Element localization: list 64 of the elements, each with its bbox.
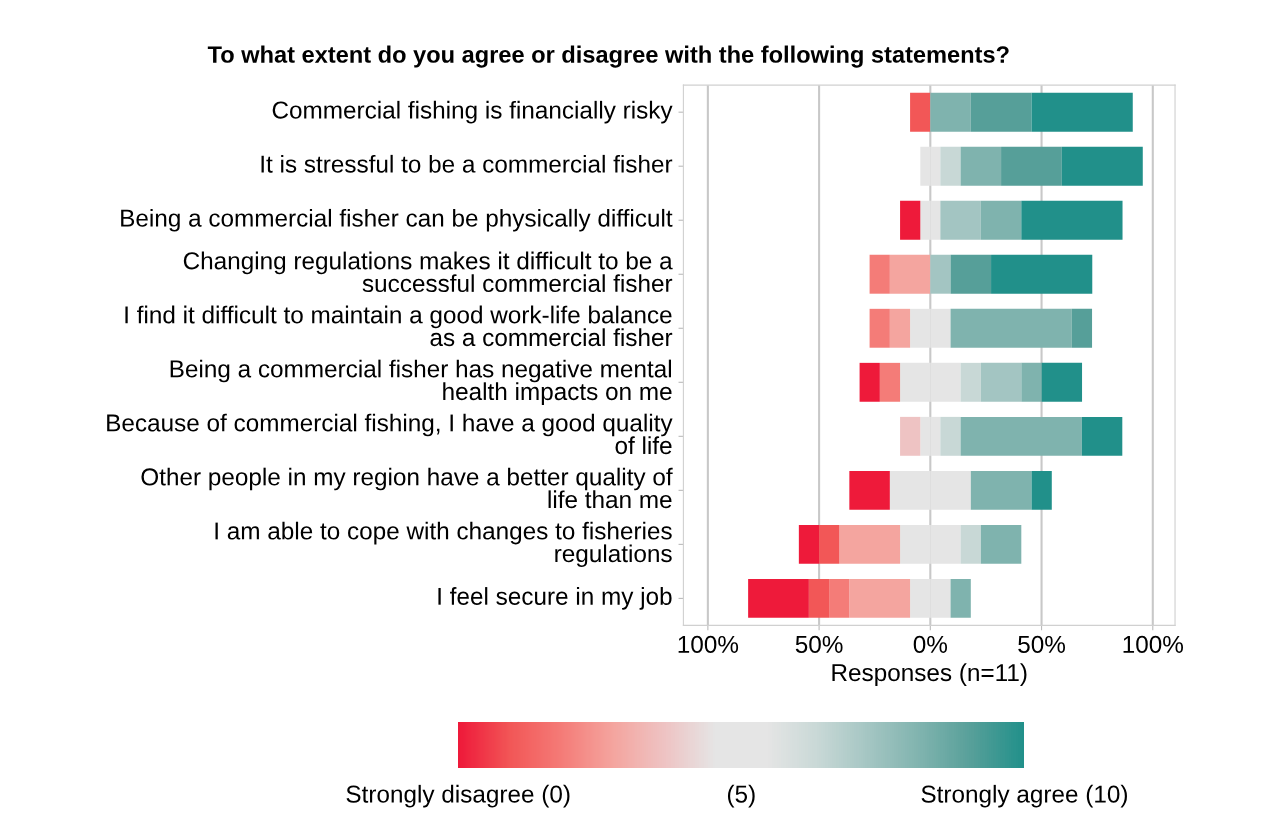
bar (748, 578, 809, 618)
bar (1041, 362, 1083, 402)
bar (970, 92, 1032, 132)
color-bar-label: (5) (727, 784, 755, 808)
x-tick-label: 100% (678, 635, 739, 653)
x-axis-title: Responses (n=11) (832, 663, 1027, 687)
bar (869, 308, 890, 348)
bar (1061, 146, 1143, 186)
x-tick-label: 50% (795, 635, 843, 653)
x-tick-label: 0% (913, 635, 948, 653)
bar (879, 362, 901, 402)
bar (970, 470, 1032, 510)
bar (940, 416, 961, 456)
x-tick-label: 50% (1018, 635, 1066, 653)
bar (808, 578, 830, 618)
bar (889, 308, 911, 348)
y-tick-label: I feel secure in my job (438, 587, 672, 610)
y-tick-label: Because of commercial fishing, I have a good quality of life (107, 413, 673, 455)
bar (889, 254, 931, 294)
color-bar-label: Strongly agree (10) (921, 784, 1127, 808)
bar (960, 524, 981, 564)
bar (940, 200, 981, 240)
bar (950, 308, 1072, 348)
bar (1071, 308, 1093, 348)
x-tick-label: 100% (1123, 635, 1183, 653)
bar (940, 146, 961, 186)
y-tick-label: Being a commercial fisher has negative mental health impacts on me (170, 359, 672, 405)
bar (960, 416, 1082, 456)
bar (910, 92, 931, 132)
bar (930, 92, 971, 132)
chart-title: To what extent do you agree or disagree with the following statements? (207, 45, 1009, 68)
y-tick-label: I find it difficult to maintain a good work-life balance as a commercial fisher (125, 305, 673, 347)
y-tick-label: Other people in my region have a better quality of life than me (141, 467, 673, 509)
bar (829, 578, 850, 618)
bar (960, 362, 981, 402)
bar (980, 524, 1022, 564)
y-tick-label: Being a commercial fisher can be physically difficult (121, 208, 673, 232)
bar (930, 254, 951, 294)
bar (900, 416, 921, 456)
bar (950, 578, 971, 618)
bar (980, 362, 1022, 402)
bar (950, 254, 992, 294)
color-bar-label: Strongly disagree (0) (346, 784, 570, 808)
y-tick-label: I am able to cope with changes to fisheries regulations (215, 521, 672, 568)
bar (980, 200, 1022, 240)
bar (1031, 470, 1052, 510)
y-tick-label: Commercial fishing is financially risky (272, 100, 673, 124)
bar (1021, 362, 1042, 402)
y-tick-label: It is stressful to be a commercial fisher (261, 154, 673, 173)
bar (900, 200, 921, 240)
bar (859, 362, 880, 402)
y-tick-label: Changing regulations makes it difficult to be a successful commercial fisher (183, 251, 673, 293)
bar (869, 254, 890, 294)
bar (1031, 92, 1133, 132)
bar (849, 470, 890, 510)
bar (991, 254, 1093, 294)
bar (1081, 416, 1123, 456)
bar (849, 578, 911, 618)
bar (819, 524, 840, 564)
bar (798, 524, 820, 564)
bar (1021, 200, 1123, 240)
bar (839, 524, 901, 564)
bar (1001, 146, 1062, 186)
bar (960, 146, 1002, 186)
